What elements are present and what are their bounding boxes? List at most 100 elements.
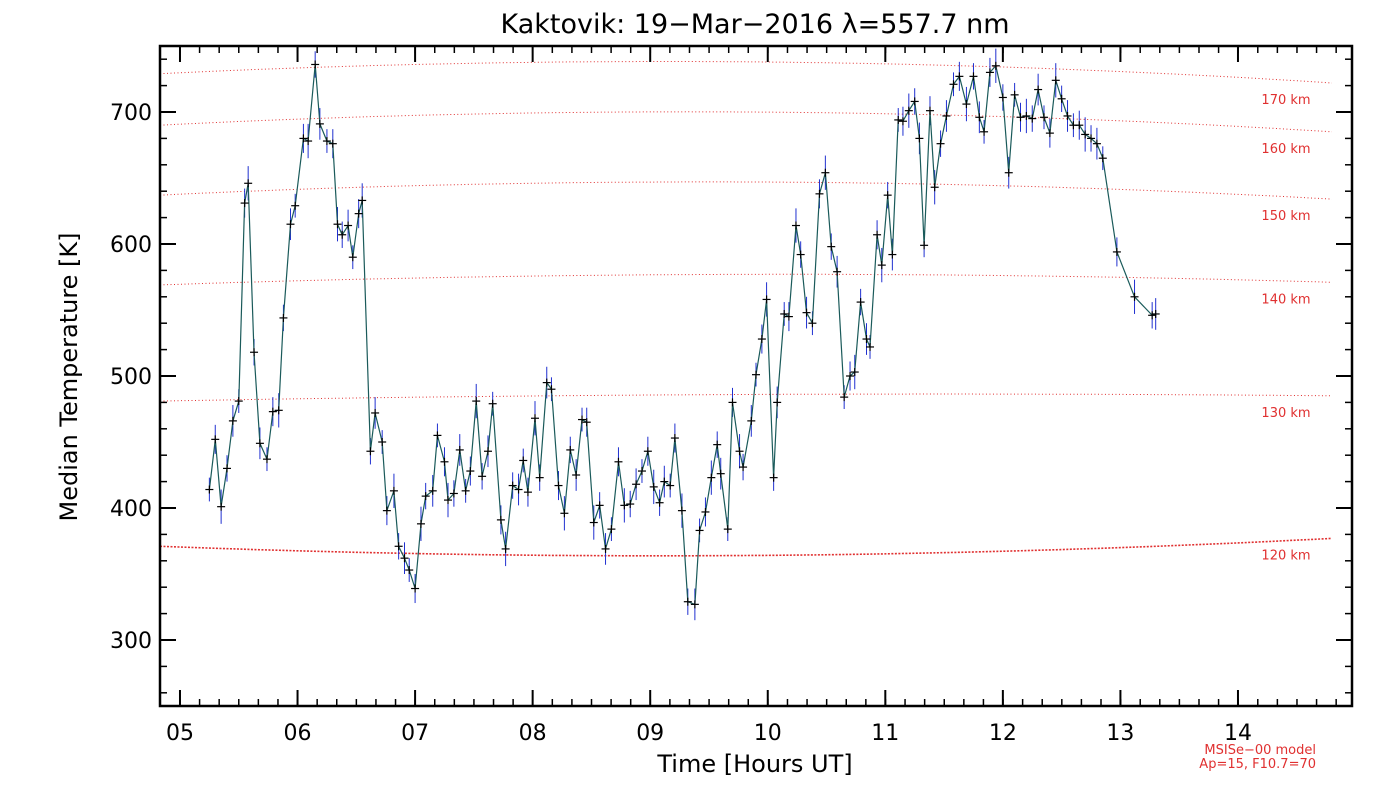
- data-point: [1034, 85, 1043, 94]
- x-tick-label: 08: [519, 721, 547, 746]
- model-curve-label: 160 km: [1261, 142, 1310, 157]
- data-point: [291, 201, 300, 210]
- data-point: [449, 489, 458, 498]
- data-point: [547, 385, 556, 394]
- data-point: [250, 348, 259, 357]
- data-point: [299, 134, 308, 143]
- data-point: [670, 434, 679, 443]
- data-point: [358, 196, 367, 205]
- data-point: [496, 515, 505, 524]
- data-point: [589, 518, 598, 527]
- model-curve-label: 140 km: [1261, 292, 1310, 307]
- data-point: [1130, 292, 1139, 301]
- data-point: [866, 342, 875, 351]
- data-point: [821, 168, 830, 177]
- data-point: [344, 221, 353, 230]
- data-point: [211, 435, 220, 444]
- data-point: [649, 482, 658, 491]
- data-point: [483, 447, 492, 456]
- data-point: [394, 542, 403, 551]
- data-point: [1087, 134, 1096, 143]
- data-point: [440, 457, 449, 466]
- data-point: [582, 418, 591, 427]
- data-point: [833, 267, 842, 276]
- data-point: [846, 372, 855, 380]
- data-point: [955, 72, 964, 81]
- data-point: [400, 554, 409, 563]
- data-point: [683, 597, 692, 606]
- data-point: [660, 477, 669, 486]
- data-point: [416, 519, 425, 528]
- x-tick-label: 06: [284, 721, 312, 746]
- data-point: [217, 502, 226, 511]
- data-point: [455, 445, 464, 454]
- data-point: [815, 189, 824, 198]
- data-point: [998, 93, 1007, 102]
- data-point: [856, 298, 865, 307]
- data-point: [205, 485, 214, 494]
- data-point: [626, 500, 635, 509]
- data-point: [1010, 90, 1019, 99]
- data-point: [883, 191, 892, 200]
- data-point: [728, 398, 737, 407]
- data-point: [262, 455, 271, 464]
- data-point: [322, 137, 331, 146]
- data-point: [466, 467, 475, 476]
- data-point: [614, 457, 623, 466]
- data-point: [840, 393, 849, 402]
- data-point: [411, 584, 420, 593]
- data-point: [1098, 154, 1107, 163]
- data-point: [444, 496, 453, 505]
- model-note-line-1: MSISe−00 model: [1204, 743, 1316, 758]
- data-point: [677, 506, 686, 515]
- data-point: [354, 209, 363, 218]
- model-curve: [159, 537, 1333, 557]
- data-point: [1151, 309, 1160, 318]
- data-point: [1045, 129, 1054, 138]
- data-point: [904, 106, 913, 115]
- y-tick-label: 700: [110, 101, 152, 126]
- data-point: [666, 481, 675, 490]
- data-point: [888, 250, 897, 259]
- data-point: [930, 183, 939, 192]
- data-point: [773, 398, 782, 407]
- data-point: [898, 117, 907, 126]
- data-point: [572, 471, 581, 479]
- data-point: [739, 463, 748, 472]
- x-tick-label: 13: [1106, 721, 1134, 746]
- model-curve-label: 150 km: [1261, 209, 1310, 224]
- model-curve: [159, 273, 1333, 286]
- data-point: [488, 399, 497, 408]
- data-point: [949, 80, 958, 89]
- data-point: [747, 416, 756, 425]
- data-point: [279, 313, 288, 322]
- data-point: [1063, 111, 1072, 120]
- data-point: [1057, 94, 1066, 103]
- data-point: [695, 526, 704, 535]
- model-note-line-2: Ap=15, F10.7=70: [1199, 757, 1316, 772]
- y-tick-label: 300: [110, 629, 152, 654]
- data-point: [723, 525, 732, 534]
- data-point: [348, 253, 357, 262]
- y-tick-label: 600: [110, 233, 152, 258]
- data-point: [632, 480, 641, 489]
- data-point: [304, 137, 313, 146]
- data-point: [862, 335, 871, 344]
- model-curve: [159, 61, 1333, 84]
- data-point: [780, 309, 789, 318]
- data-point: [707, 473, 716, 482]
- data-point: [405, 566, 414, 575]
- temperature-series-line: [208, 64, 1156, 606]
- data-point: [472, 397, 481, 406]
- data-point: [461, 486, 470, 495]
- model-curves-layer: 120 km 130 km 140 km 150 km 160 km 170 km: [159, 61, 1333, 563]
- data-point: [311, 60, 320, 69]
- x-tick-label: 09: [636, 721, 664, 746]
- data-point: [620, 501, 629, 510]
- data-point: [850, 368, 859, 377]
- data-point: [223, 464, 232, 473]
- data-point: [554, 481, 563, 490]
- data-point: [382, 506, 391, 515]
- data-point: [421, 492, 430, 501]
